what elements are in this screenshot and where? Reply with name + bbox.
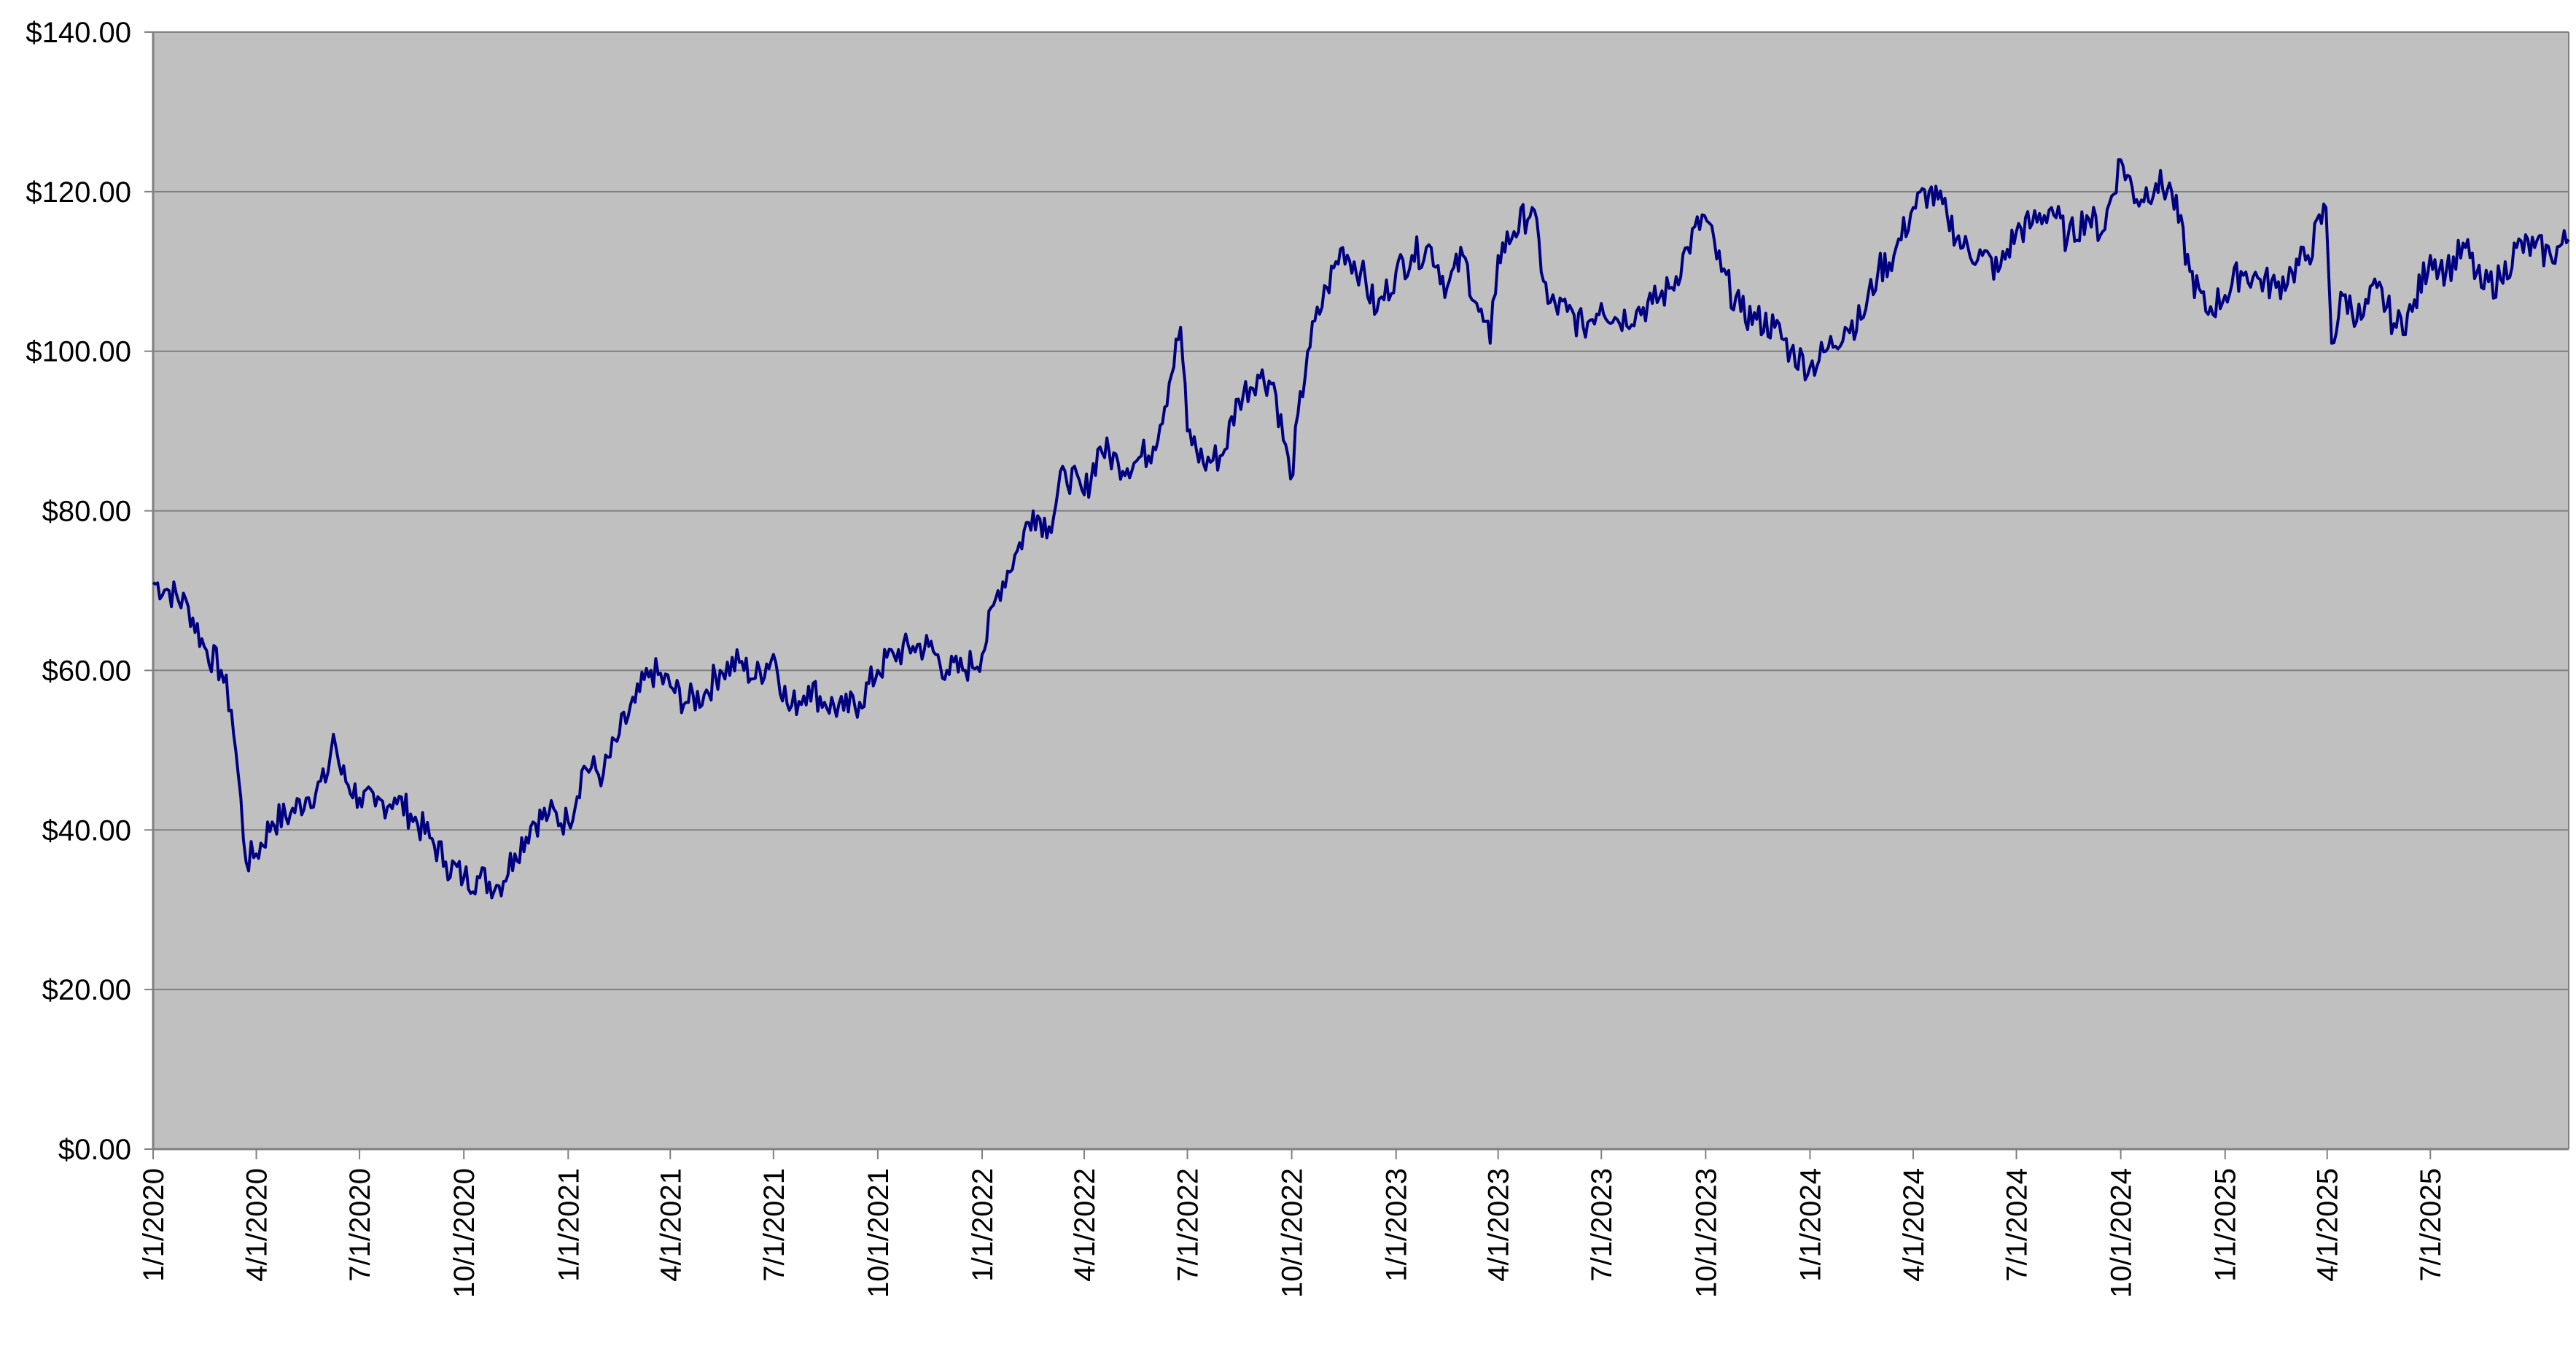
y-axis-tick-labels: $0.00 $20.00 $40.00 $60.00 $80.00 $100.00 $120… xyxy=(26,17,131,1166)
y-tick-label: $80.00 xyxy=(42,496,131,528)
x-tick-label: 10/1/2023 xyxy=(1690,1168,1722,1298)
x-tick-label: 4/1/2020 xyxy=(241,1168,273,1282)
x-tick-label: 7/1/2020 xyxy=(344,1168,376,1282)
x-tick-label: 1/1/2022 xyxy=(967,1168,999,1282)
y-tick-label: $0.00 xyxy=(58,1134,131,1166)
x-tick-label: 10/1/2020 xyxy=(448,1168,480,1298)
x-tick-label: 10/1/2022 xyxy=(1277,1168,1309,1298)
plot-area xyxy=(153,32,2569,1149)
y-tick-label: $20.00 xyxy=(42,974,131,1006)
y-tick-label: $120.00 xyxy=(26,176,131,209)
y-tick-label: $140.00 xyxy=(26,17,131,49)
x-tick-label: 4/1/2023 xyxy=(1483,1168,1515,1282)
x-tick-label: 10/1/2021 xyxy=(863,1168,895,1298)
y-tick-label: $40.00 xyxy=(42,814,131,847)
x-tick-label: 4/1/2024 xyxy=(1898,1168,1930,1282)
price-series-line xyxy=(152,158,2570,900)
y-tick-label: $60.00 xyxy=(42,655,131,687)
y-tick-label: $100.00 xyxy=(26,336,131,368)
x-tick-label: 1/1/2023 xyxy=(1381,1168,1413,1282)
axes xyxy=(152,31,2569,1159)
x-axis-tick-labels: 1/1/2020 4/1/2020 7/1/2020 10/1/2020 1/1/202… xyxy=(138,1168,2447,1298)
x-tick-label: 10/1/2024 xyxy=(2106,1168,2138,1298)
x-tick-label: 1/1/2021 xyxy=(553,1168,585,1282)
x-tick-label: 7/1/2025 xyxy=(2415,1168,2447,1282)
x-tick-label: 4/1/2022 xyxy=(1069,1168,1101,1282)
x-tick-label: 7/1/2021 xyxy=(758,1168,790,1282)
x-tick-label: 4/1/2021 xyxy=(655,1168,687,1282)
x-tick-label: 7/1/2024 xyxy=(2001,1168,2034,1282)
x-tick-label: 1/1/2024 xyxy=(1794,1168,1826,1282)
x-tick-label: 7/1/2023 xyxy=(1586,1168,1618,1282)
x-tick-label: 7/1/2022 xyxy=(1172,1168,1205,1282)
x-tick-label: 1/1/2025 xyxy=(2210,1168,2242,1282)
x-tick-label: 4/1/2025 xyxy=(2312,1168,2344,1282)
x-tick-label: 1/1/2020 xyxy=(138,1168,170,1282)
